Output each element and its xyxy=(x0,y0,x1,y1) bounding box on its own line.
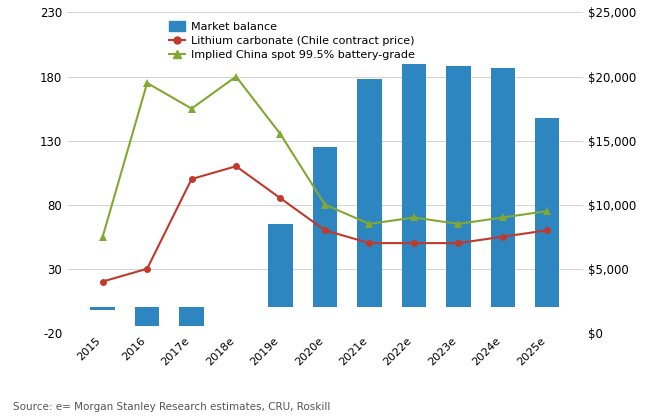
Implied China spot 99.5% battery-grade xyxy=(277,132,285,137)
Lithium carbonate (Chile contract price) xyxy=(143,266,151,271)
Bar xyxy=(446,66,470,307)
Implied China spot 99.5% battery-grade xyxy=(143,80,151,85)
Lithium carbonate (Chile contract price) xyxy=(498,234,507,239)
Implied China spot 99.5% battery-grade xyxy=(454,221,462,226)
Bar xyxy=(535,118,559,307)
Implied China spot 99.5% battery-grade xyxy=(321,202,329,207)
Bar xyxy=(90,307,115,310)
Lithium carbonate (Chile contract price) xyxy=(277,196,285,201)
Implied China spot 99.5% battery-grade xyxy=(98,234,107,239)
Bar xyxy=(357,79,382,307)
Bar xyxy=(313,147,337,307)
Bar xyxy=(401,64,426,307)
Lithium carbonate (Chile contract price) xyxy=(365,240,373,245)
Lithium carbonate (Chile contract price) xyxy=(410,240,418,245)
Line: Lithium carbonate (Chile contract price): Lithium carbonate (Chile contract price) xyxy=(99,163,551,285)
Bar xyxy=(268,224,293,307)
Lithium carbonate (Chile contract price) xyxy=(188,176,196,181)
Legend: Market balance, Lithium carbonate (Chile contract price), Implied China spot 99.: Market balance, Lithium carbonate (Chile… xyxy=(165,18,418,64)
Text: Source: e= Morgan Stanley Research estimates, CRU, Roskill: Source: e= Morgan Stanley Research estim… xyxy=(13,402,331,412)
Line: Implied China spot 99.5% battery-grade: Implied China spot 99.5% battery-grade xyxy=(98,72,551,241)
Bar xyxy=(490,67,515,307)
Bar xyxy=(180,307,204,327)
Bar xyxy=(135,307,159,327)
Implied China spot 99.5% battery-grade xyxy=(232,74,240,79)
Lithium carbonate (Chile contract price) xyxy=(232,164,240,169)
Implied China spot 99.5% battery-grade xyxy=(498,215,507,220)
Implied China spot 99.5% battery-grade xyxy=(188,106,196,111)
Lithium carbonate (Chile contract price) xyxy=(543,228,551,233)
Implied China spot 99.5% battery-grade xyxy=(365,221,373,226)
Lithium carbonate (Chile contract price) xyxy=(98,279,107,284)
Implied China spot 99.5% battery-grade xyxy=(543,208,551,213)
Lithium carbonate (Chile contract price) xyxy=(454,240,462,245)
Lithium carbonate (Chile contract price) xyxy=(321,228,329,233)
Implied China spot 99.5% battery-grade xyxy=(410,215,418,220)
